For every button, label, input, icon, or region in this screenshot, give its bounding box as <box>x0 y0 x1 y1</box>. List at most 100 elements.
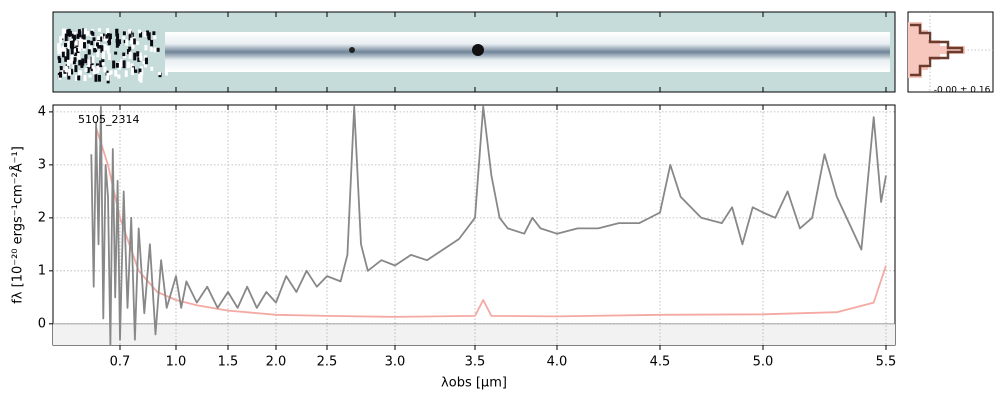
noise-pixel <box>93 48 97 53</box>
noise-pixel <box>83 74 87 81</box>
noise-pixel <box>59 65 63 72</box>
noise-pixel <box>91 32 95 36</box>
noise-pixel <box>73 52 77 56</box>
y-tick-label: 0 <box>38 316 46 331</box>
noise-pixel <box>100 45 104 53</box>
noise-pixel <box>122 60 126 69</box>
noise-pixel <box>144 45 148 51</box>
x-tick-label: 1.0 <box>166 355 187 370</box>
noise-pixel <box>91 65 95 69</box>
noise-pixel <box>146 30 150 36</box>
noise-pixel <box>108 37 112 45</box>
noise-pixel <box>114 51 118 55</box>
x-tick-label: 3.0 <box>385 355 406 370</box>
noise-pixel <box>137 57 141 62</box>
noise-pixels <box>57 28 169 84</box>
x-tick-label: 2.5 <box>317 355 338 370</box>
noise-pixel <box>128 46 132 51</box>
noise-pixel <box>90 40 94 46</box>
noise-pixel <box>84 31 88 36</box>
noise-pixel <box>131 42 135 49</box>
x-tick-label: 1.5 <box>218 355 239 370</box>
noise-pixel <box>69 59 73 64</box>
noise-pixel <box>61 46 65 53</box>
noise-pixel <box>81 38 85 45</box>
noise-pixel <box>84 67 88 72</box>
noise-pixel <box>76 33 80 39</box>
noise-pixel <box>138 52 142 58</box>
x-axis-label: λobs [μm] <box>441 376 507 391</box>
noise-pixel <box>73 31 77 36</box>
noise-pixel <box>101 51 105 60</box>
x-tick-label: 0.7 <box>110 355 131 370</box>
noise-pixel <box>114 69 118 77</box>
noise-pixel <box>66 29 70 37</box>
noise-pixel <box>78 31 82 38</box>
noise-pixel <box>122 52 126 57</box>
noise-pixel <box>88 44 92 51</box>
noise-pixel <box>73 57 77 62</box>
noise-pixel <box>58 71 62 78</box>
noise-pixel <box>112 60 116 69</box>
noise-pixel <box>139 72 143 76</box>
noise-pixel <box>132 38 136 45</box>
noise-pixel <box>74 65 78 73</box>
noise-pixel <box>64 33 68 42</box>
noise-pixel <box>130 67 134 76</box>
noise-pixel <box>61 51 65 58</box>
noise-pixel <box>72 61 76 69</box>
noise-pixel <box>98 28 102 32</box>
noise-pixel <box>139 56 143 61</box>
noise-pixel <box>128 34 132 41</box>
noise-pixel <box>108 33 112 40</box>
noise-pixel <box>69 68 73 75</box>
noise-pixel <box>87 49 91 55</box>
noise-pixel <box>101 33 105 39</box>
noise-pixel <box>80 42 84 49</box>
noise-pixel <box>59 49 63 53</box>
noise-pixel <box>77 39 81 45</box>
noise-pixel <box>81 58 85 66</box>
noise-pixel <box>84 55 88 64</box>
noise-pixel <box>142 60 146 65</box>
noise-pixel <box>67 41 71 50</box>
noise-pixel <box>77 75 81 81</box>
noise-pixel <box>57 49 61 55</box>
noise-pixel <box>77 55 81 61</box>
noise-pixel <box>133 52 137 61</box>
emission-blob <box>349 47 355 53</box>
noise-pixel <box>64 56 68 62</box>
noise-pixel <box>115 40 119 48</box>
noise-pixel <box>153 47 157 53</box>
noise-pixel <box>99 36 103 42</box>
noise-pixel <box>124 70 128 77</box>
noise-pixel <box>103 44 107 51</box>
noise-pixel <box>149 46 153 52</box>
noise-pixel <box>86 67 90 73</box>
noise-pixel <box>96 50 100 58</box>
noise-pixel <box>64 43 68 47</box>
noise-pixel <box>150 39 154 48</box>
noise-pixel <box>74 40 78 46</box>
noise-pixel <box>97 36 101 43</box>
noise-pixel <box>58 57 62 63</box>
noise-pixel <box>122 31 126 36</box>
y-tick-label: 4 <box>38 104 46 119</box>
noise-pixel <box>72 60 76 65</box>
noise-pixel <box>72 34 76 41</box>
noise-pixel <box>74 43 78 51</box>
x-tick-label: 4.5 <box>650 355 671 370</box>
noise-pixel <box>82 28 86 36</box>
noise-pixel <box>99 60 103 68</box>
histogram-panel: -0.00 ± 0.16 <box>907 11 994 96</box>
noise-pixel <box>61 35 65 39</box>
noise-pixel <box>122 36 126 40</box>
noise-pixel <box>70 48 74 55</box>
noise-pixel <box>77 53 81 58</box>
noise-pixel <box>71 39 75 45</box>
noise-pixel <box>101 58 105 64</box>
noise-pixel <box>91 55 95 64</box>
noise-pixel <box>67 72 71 80</box>
noise-pixel <box>90 29 94 33</box>
noise-pixel <box>128 29 132 34</box>
